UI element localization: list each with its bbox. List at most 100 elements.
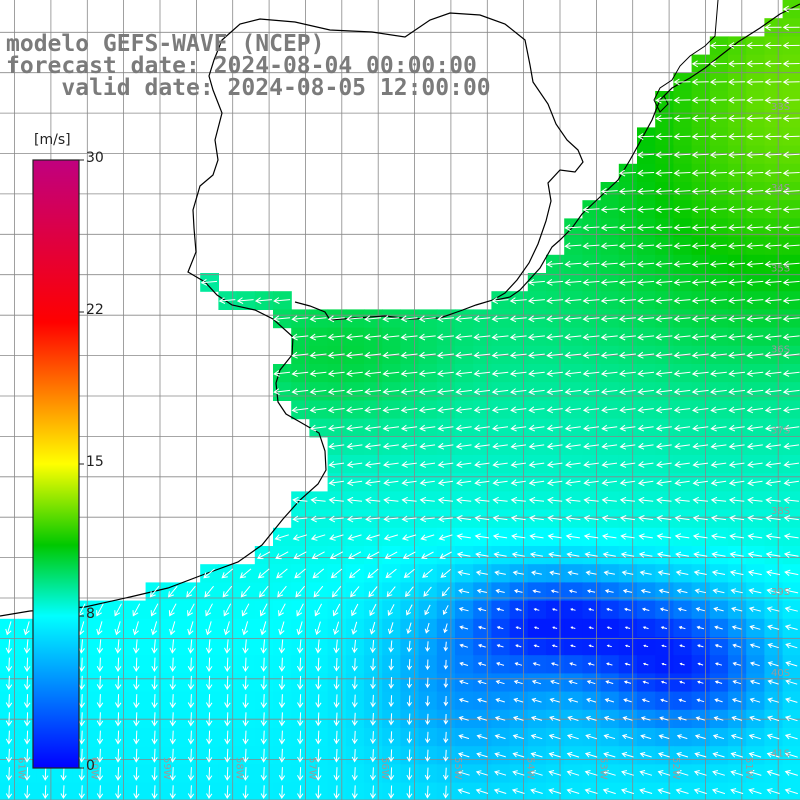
- wind-arrow: [746, 78, 764, 86]
- wind-arrow: [424, 749, 431, 762]
- wind-arrow: [400, 370, 418, 377]
- wind-arrow: [512, 570, 524, 576]
- wind-arrow: [388, 695, 394, 708]
- wind-arrow: [527, 278, 545, 286]
- colorbar: [32, 159, 80, 769]
- wind-arrow: [442, 605, 449, 615]
- wind-arrow: [224, 785, 231, 800]
- wind-arrow: [493, 788, 507, 794]
- wind-arrow: [746, 388, 764, 396]
- wind-arrow: [764, 151, 782, 159]
- wind-arrow: [784, 569, 799, 577]
- wind-arrow: [764, 169, 782, 177]
- wind-arrow: [203, 568, 215, 579]
- wind-arrow: [491, 370, 509, 377]
- wind-arrow: [784, 788, 798, 795]
- wind-arrow: [455, 442, 472, 450]
- wind-arrow: [673, 242, 691, 250]
- wind-arrow: [600, 278, 618, 286]
- wind-arrow: [782, 278, 800, 286]
- wind-arrow: [96, 639, 104, 654]
- wind-arrow: [765, 551, 781, 558]
- wind-arrow: [673, 151, 691, 159]
- wind-arrow: [784, 733, 798, 740]
- wind-arrow: [549, 715, 561, 721]
- wind-arrow: [782, 297, 800, 305]
- longitude-label: 58W: [234, 757, 245, 780]
- wind-arrow: [309, 315, 327, 323]
- wind-arrow: [691, 242, 709, 250]
- wind-arrow: [474, 533, 490, 540]
- wind-arrow: [677, 716, 687, 721]
- wind-arrow: [425, 659, 431, 671]
- wind-arrow: [315, 676, 322, 690]
- wind-arrow: [748, 751, 762, 758]
- wind-arrow: [785, 679, 798, 685]
- wind-arrow: [133, 639, 140, 654]
- wind-arrow: [200, 278, 218, 286]
- wind-arrow: [441, 586, 450, 597]
- wind-arrow: [767, 661, 779, 667]
- wind-arrow: [570, 608, 576, 611]
- wind-arrow: [133, 730, 140, 745]
- wind-arrow: [728, 60, 746, 68]
- wind-arrow: [512, 734, 524, 740]
- wind-arrow: [728, 96, 746, 104]
- wind-arrow: [418, 406, 436, 414]
- wind-arrow: [310, 534, 326, 541]
- wind-arrow: [474, 479, 490, 487]
- wind-arrow: [474, 461, 490, 468]
- wind-arrow: [655, 388, 673, 396]
- wind-arrow: [696, 625, 705, 630]
- wind-arrow: [402, 551, 416, 559]
- wind-arrow: [747, 461, 763, 468]
- wind-arrow: [694, 734, 706, 740]
- wind-arrow: [457, 752, 470, 758]
- wind-arrow: [570, 626, 576, 629]
- wind-arrow: [221, 568, 234, 579]
- wind-arrow: [206, 785, 213, 800]
- wind-arrow: [546, 442, 563, 450]
- wind-arrow: [582, 333, 600, 341]
- wind-arrow: [114, 621, 121, 636]
- wind-arrow: [260, 621, 267, 636]
- wind-arrow: [494, 752, 506, 758]
- wind-arrow: [276, 568, 288, 579]
- wind-arrow: [564, 442, 581, 450]
- wind-arrow: [691, 315, 709, 323]
- wind-arrow: [400, 351, 418, 359]
- wind-arrow: [586, 680, 596, 685]
- wind-arrow: [387, 604, 395, 616]
- wind-arrow: [691, 60, 709, 68]
- wind-arrow: [767, 643, 779, 649]
- wind-arrow: [260, 657, 268, 672]
- wind-arrow: [187, 748, 195, 763]
- wind-arrow: [637, 133, 655, 141]
- wind-arrow: [675, 770, 689, 776]
- wind-arrow: [382, 333, 400, 341]
- wind-arrow: [624, 626, 631, 629]
- wind-arrow: [528, 442, 545, 450]
- wind-arrow: [675, 788, 689, 795]
- wind-arrow: [492, 479, 508, 487]
- wind-arrow: [749, 643, 761, 648]
- wind-arrow: [260, 767, 267, 781]
- wind-arrow: [509, 333, 527, 341]
- wind-arrow: [565, 515, 581, 522]
- wind-arrow: [424, 604, 431, 616]
- wind-arrow: [296, 621, 303, 636]
- wind-arrow: [565, 461, 581, 468]
- wind-arrow: [546, 424, 563, 432]
- wind-arrow: [365, 515, 381, 523]
- wind-arrow: [96, 603, 104, 617]
- wind-arrow: [619, 370, 636, 377]
- wind-arrow: [242, 639, 249, 654]
- wind-arrow: [564, 297, 582, 305]
- wind-arrow: [348, 568, 361, 579]
- wind-arrow: [637, 297, 655, 305]
- wind-arrow: [749, 661, 760, 667]
- wind-arrow: [601, 442, 618, 450]
- wind-arrow: [515, 626, 522, 630]
- wind-arrow: [443, 623, 448, 634]
- wind-arrow: [784, 606, 798, 613]
